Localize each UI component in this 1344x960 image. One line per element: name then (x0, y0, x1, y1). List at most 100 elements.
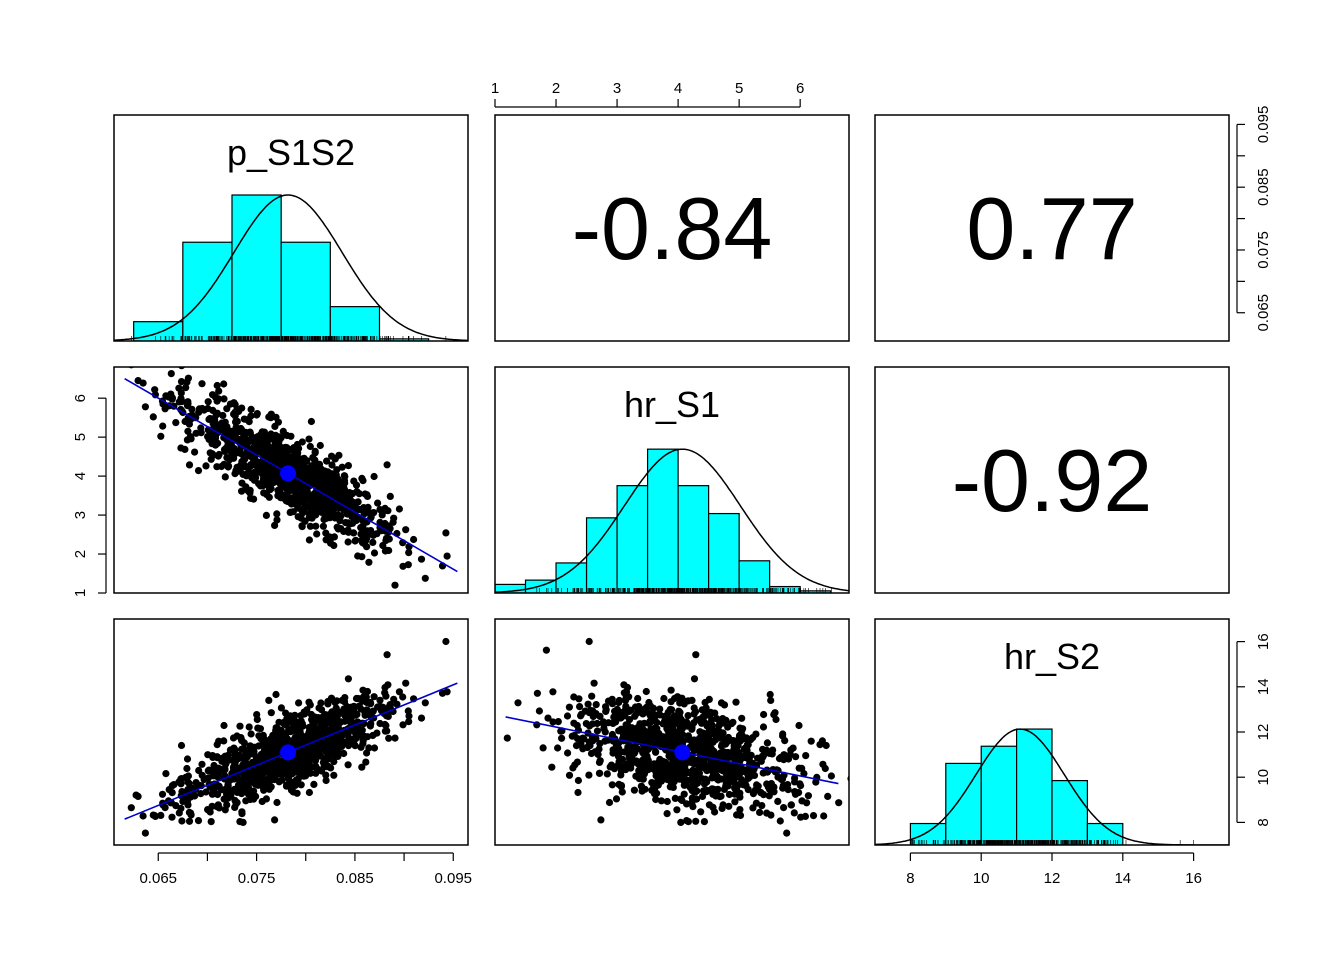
scatter-point (183, 402, 192, 410)
scatter-point (776, 817, 784, 825)
scatter-point (588, 692, 596, 700)
scatter-point (316, 739, 324, 748)
scatter-point (241, 455, 249, 463)
scatter-point (141, 829, 149, 837)
variable-name-label: hr_S2 (1004, 636, 1100, 677)
tick-label: 8 (906, 870, 914, 887)
scatter-point (267, 773, 275, 782)
scatter-point (101, 341, 108, 348)
scatter-point (421, 574, 429, 582)
scatter-point (672, 713, 681, 721)
scatter-point (246, 742, 254, 750)
scatter-point (570, 693, 578, 701)
scatter-point (576, 703, 584, 711)
scatter-point (177, 378, 186, 386)
scatter-point (569, 764, 577, 772)
scatter-point (308, 470, 316, 478)
scatter-point (881, 816, 888, 823)
scatter-point (365, 744, 373, 752)
hist-bar (769, 585, 801, 593)
scatter-point (330, 510, 338, 518)
scatter-point (185, 817, 194, 825)
scatter-point (570, 719, 578, 727)
scatter-point (284, 773, 292, 781)
scatter-point (157, 432, 165, 440)
scatter-point (649, 704, 657, 712)
scatter-point (759, 752, 768, 760)
scatter-point (582, 720, 590, 728)
scatter-point (208, 802, 216, 810)
scatter-point (684, 818, 693, 826)
scatter-point (209, 786, 217, 794)
scatter-point (359, 477, 367, 485)
scatter-point (690, 710, 698, 718)
scatter-point (224, 794, 232, 802)
scatter-point (301, 517, 309, 525)
scatter-point (803, 799, 811, 807)
scatter-point (405, 549, 413, 557)
scatter-point (308, 715, 316, 724)
tick-label: 5 (72, 433, 89, 441)
scatter-point (257, 482, 265, 490)
scatter-point (328, 461, 336, 469)
scatter-point (172, 419, 180, 427)
scatter-point (405, 712, 413, 720)
scatter-point (149, 413, 157, 421)
scatter-point (235, 755, 243, 763)
scatter-point (233, 417, 241, 425)
scatter-point (563, 712, 572, 720)
scatter-point (318, 477, 326, 485)
scatter-point (791, 788, 799, 796)
scatter-point (214, 764, 223, 772)
scatter-point (222, 785, 230, 793)
scatter-point (254, 724, 262, 732)
scatter-point (179, 797, 187, 806)
scatter-point (389, 518, 397, 526)
scatter-point (265, 785, 273, 793)
panel-2-1 (494, 618, 888, 846)
tick-label: 8 (1255, 818, 1272, 826)
scatter-point (693, 771, 702, 779)
scatter-point (610, 765, 619, 773)
scatter-point (724, 768, 732, 776)
scatter-point (185, 808, 193, 817)
scatter-point (367, 513, 375, 521)
scatter-point (134, 792, 142, 801)
scatter-point (503, 734, 511, 742)
scatter-point (597, 816, 605, 824)
tick-label: 12 (1044, 870, 1061, 887)
scatter-point (295, 699, 303, 707)
scatter-point (335, 451, 343, 459)
panel-1-1: hr_S1 (494, 366, 850, 594)
scatter-point (351, 742, 359, 750)
scatter-point (835, 799, 843, 807)
scatter-point (271, 521, 279, 530)
scatter-point (574, 776, 583, 785)
panel-0-1: -0.84 (494, 114, 850, 342)
scatter-point (220, 721, 228, 730)
scatter-point (157, 811, 165, 820)
scatter-point (601, 737, 609, 745)
scatter-point (757, 757, 765, 765)
scatter-point (159, 422, 167, 430)
scatter-point (367, 709, 375, 717)
scatter-point (286, 457, 294, 465)
scatter-point (312, 511, 320, 519)
scatter-point (271, 436, 279, 444)
scatter-point (276, 488, 284, 496)
tick-label: 2 (552, 80, 560, 97)
scatter-point (800, 770, 808, 778)
scatter-point (617, 783, 625, 791)
scatter-point (321, 512, 329, 520)
scatter-point (373, 729, 381, 737)
scatter-point (645, 719, 653, 727)
tick-label: 0.085 (336, 870, 374, 887)
scatter-point (261, 746, 269, 754)
scatter-point (342, 490, 350, 499)
scatter-point (279, 456, 287, 465)
scatter-point (294, 513, 302, 521)
scatter-point (287, 432, 295, 440)
panel-frame (874, 366, 1230, 594)
scatter-point (323, 471, 332, 479)
scatter-point (738, 726, 746, 735)
